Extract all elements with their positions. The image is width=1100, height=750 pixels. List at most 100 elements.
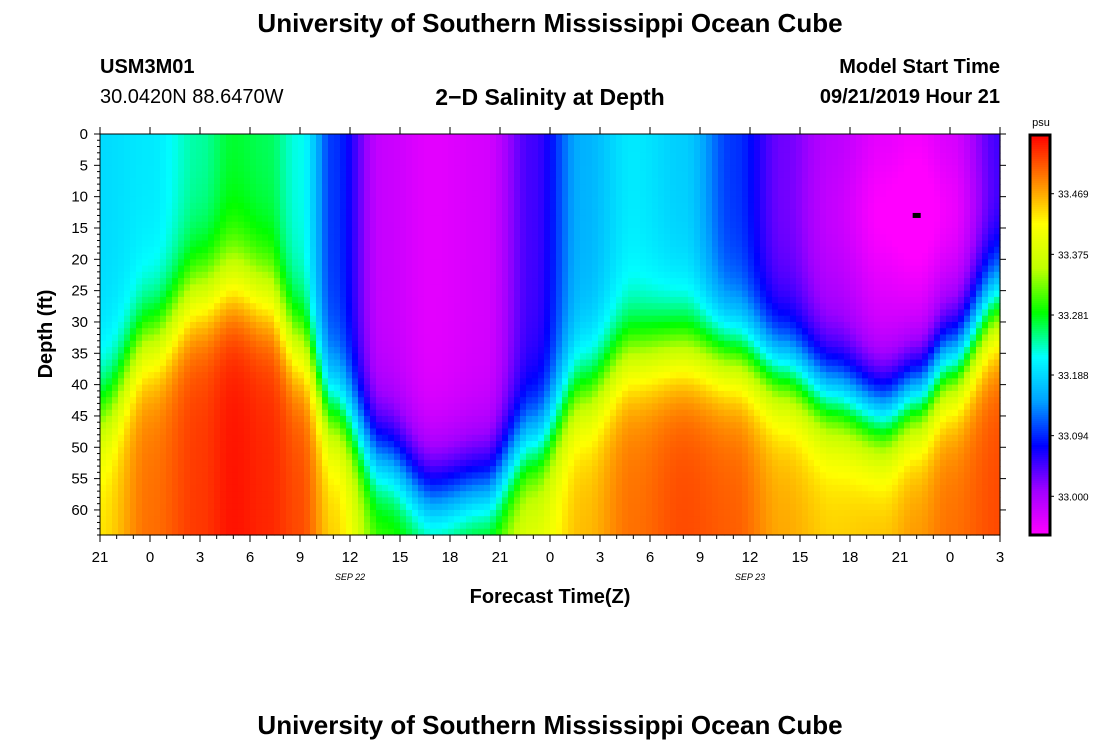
heatmap-cell xyxy=(346,466,353,473)
heatmap-cell xyxy=(556,221,563,229)
heatmap-cell xyxy=(196,146,203,154)
heatmap-cell xyxy=(166,447,173,455)
heatmap-cell xyxy=(394,315,401,323)
heatmap-cell xyxy=(394,378,401,386)
heatmap-cell xyxy=(496,271,503,279)
heatmap-cell xyxy=(418,296,425,304)
heatmap-cell xyxy=(100,321,107,329)
heatmap-cell xyxy=(400,184,407,191)
heatmap-cell xyxy=(238,284,245,292)
heatmap-cell xyxy=(202,265,209,273)
heatmap-cell xyxy=(472,340,479,348)
heatmap-cell xyxy=(544,227,551,235)
heatmap-cell xyxy=(166,140,173,148)
heatmap-cell xyxy=(526,441,533,448)
heatmap-cell xyxy=(322,484,329,492)
heatmap-cell xyxy=(202,140,209,148)
heatmap-cell xyxy=(484,516,491,524)
heatmap-cell xyxy=(382,428,389,436)
heatmap-cell xyxy=(484,190,491,198)
heatmap-cell xyxy=(160,347,167,354)
heatmap-cell xyxy=(106,390,113,398)
heatmap-cell xyxy=(424,372,431,379)
heatmap-cell xyxy=(322,472,329,480)
heatmap-cell xyxy=(514,491,521,499)
heatmap-cell xyxy=(100,202,107,210)
heatmap-cell xyxy=(466,296,473,304)
heatmap-cell xyxy=(376,259,383,267)
heatmap-cell xyxy=(400,359,407,367)
heatmap-cell xyxy=(340,372,347,379)
heatmap-cell xyxy=(202,403,209,411)
heatmap-cell xyxy=(484,234,491,242)
heatmap-cell xyxy=(130,516,137,524)
heatmap-cell xyxy=(304,190,311,198)
heatmap-cell xyxy=(394,372,401,379)
heatmap-cell xyxy=(118,240,125,248)
heatmap-cell xyxy=(130,215,137,223)
heatmap-cell xyxy=(508,290,515,298)
heatmap-cell xyxy=(442,146,449,154)
heatmap-cell xyxy=(136,171,143,179)
heatmap-cell xyxy=(268,134,275,141)
heatmap-cell xyxy=(346,215,353,223)
heatmap-cell xyxy=(220,221,227,229)
heatmap-cell xyxy=(478,466,485,473)
heatmap-cell xyxy=(472,140,479,148)
heatmap-cell xyxy=(502,390,509,398)
heatmap-cell xyxy=(130,353,137,361)
heatmap-cell xyxy=(292,428,299,436)
heatmap-cell xyxy=(388,347,395,354)
heatmap-cell xyxy=(154,221,161,229)
heatmap-cell xyxy=(346,453,353,461)
heatmap-cell xyxy=(346,472,353,480)
heatmap-cell xyxy=(448,140,455,148)
heatmap-cell xyxy=(520,415,527,423)
heatmap-cell xyxy=(448,403,455,411)
heatmap-cell xyxy=(184,315,191,323)
heatmap-cell xyxy=(490,177,497,185)
heatmap-cell xyxy=(502,265,509,273)
heatmap-cell xyxy=(124,484,131,492)
heatmap-cell xyxy=(376,428,383,436)
heatmap-cell xyxy=(100,340,107,348)
heatmap-cell xyxy=(472,422,479,430)
heatmap-cell xyxy=(400,528,407,536)
heatmap-cell xyxy=(412,177,419,185)
heatmap-cell xyxy=(382,165,389,173)
heatmap-cell xyxy=(130,441,137,448)
heatmap-cell xyxy=(340,196,347,204)
heatmap-cell xyxy=(496,234,503,242)
heatmap-cell xyxy=(220,259,227,267)
heatmap-cell xyxy=(178,390,185,398)
heatmap-cell xyxy=(196,378,203,386)
heatmap-cell xyxy=(394,459,401,467)
heatmap-cell xyxy=(502,459,509,467)
heatmap-cell xyxy=(250,340,257,348)
heatmap-cell xyxy=(214,384,221,392)
heatmap-cell xyxy=(334,334,341,342)
heatmap-cell xyxy=(292,472,299,480)
heatmap-cell xyxy=(352,227,359,235)
heatmap-cell xyxy=(436,296,443,304)
heatmap-cell xyxy=(514,372,521,379)
heatmap-cell xyxy=(256,309,263,317)
heatmap-cell xyxy=(358,246,365,254)
heatmap-cell xyxy=(256,459,263,467)
heatmap-cell xyxy=(358,321,365,329)
heatmap-cell xyxy=(220,365,227,373)
heatmap-cell xyxy=(526,484,533,492)
heatmap-cell xyxy=(220,234,227,242)
heatmap-cell xyxy=(358,152,365,160)
heatmap-cell xyxy=(184,365,191,373)
heatmap-cell xyxy=(112,491,119,499)
heatmap-cell xyxy=(202,384,209,392)
heatmap-cell xyxy=(538,140,545,148)
heatmap-cell xyxy=(262,516,269,524)
heatmap-cell xyxy=(514,152,521,160)
heatmap-cell xyxy=(544,478,551,486)
heatmap-cell xyxy=(322,159,329,166)
heatmap-cell xyxy=(166,171,173,179)
heatmap-cell xyxy=(310,372,317,379)
heatmap-cell xyxy=(190,259,197,267)
